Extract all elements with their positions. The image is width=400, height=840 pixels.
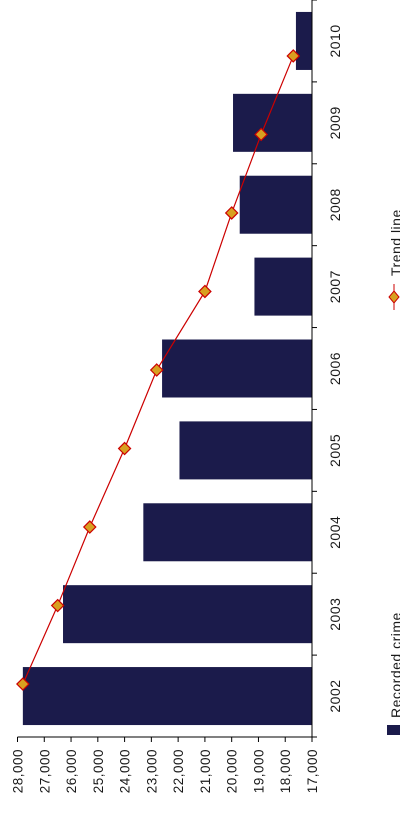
value-tick-label: 19,000 (251, 749, 266, 793)
category-label-2007: 2007 (327, 270, 343, 303)
plot-area (22, 11, 312, 726)
bar-2009 (233, 93, 312, 152)
value-tick-label: 25,000 (91, 749, 106, 793)
y-axis: 17,000 18,000 19,000 20,000 21,000 22,000 23,0… (11, 736, 320, 793)
legend-label-trend-line: Trend line (388, 209, 400, 276)
bar-2004 (143, 503, 312, 562)
bar-2007 (254, 257, 312, 316)
trend-marker-2003 (50, 598, 65, 613)
category-label-2008: 2008 (327, 188, 343, 221)
trend-marker-2009 (254, 127, 268, 142)
category-label-2002: 2002 (327, 679, 343, 712)
trend-marker-2010 (286, 49, 301, 63)
bar-2008 (239, 175, 312, 234)
category-label-2009: 2009 (327, 106, 343, 139)
bar-2010 (295, 11, 312, 70)
bar-2002 (22, 667, 312, 726)
value-tick-label: 24,000 (118, 749, 133, 793)
category-label-2010: 2010 (327, 24, 343, 57)
value-tick-label: 22,000 (171, 749, 186, 793)
trend-line-series (16, 49, 301, 691)
x-axis: 2002 2003 2004 2005 2006 2007 2008 2009 2010 (311, 0, 343, 738)
trend-marker-2007 (198, 284, 212, 299)
category-label-2003: 2003 (327, 598, 343, 631)
trend-marker-2004 (82, 520, 97, 534)
bar-2006 (162, 339, 312, 398)
value-tick-label: 23,000 (144, 749, 159, 793)
value-tick-label: 26,000 (64, 749, 79, 793)
value-tick-label: 28,000 (11, 749, 26, 793)
trend-marker-2002 (16, 677, 30, 691)
legend-swatch-recorded-crime (387, 725, 400, 735)
bar-2003 (63, 585, 312, 644)
category-label-2005: 2005 (327, 434, 343, 467)
value-tick-label: 20,000 (225, 749, 240, 793)
value-tick-label: 21,000 (198, 749, 213, 793)
bar-2005 (179, 421, 312, 480)
legend-label-recorded-crime: Recorded crime (388, 612, 400, 718)
value-tick-label: 17,000 (305, 749, 320, 793)
legend: Recorded crime Trend line (387, 209, 400, 735)
trend-marker-2006 (149, 363, 164, 377)
value-tick-label: 18,000 (278, 749, 293, 793)
value-tick-label: 27,000 (37, 749, 52, 793)
category-label-2004: 2004 (327, 516, 343, 549)
category-label-2006: 2006 (327, 352, 343, 385)
trend-marker-2008 (224, 206, 239, 220)
trend-marker-2005 (117, 441, 132, 456)
legend-marker-trend (388, 290, 400, 304)
